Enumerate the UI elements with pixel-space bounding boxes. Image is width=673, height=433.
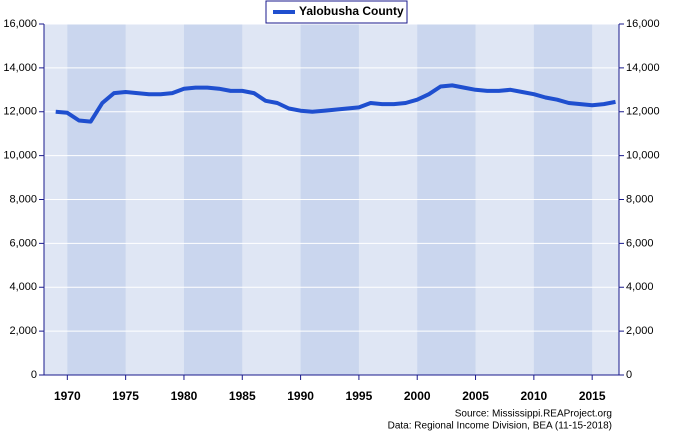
- source-note: Source: Mississippi.REAProject.org: [455, 409, 612, 420]
- source-note: Data: Regional Income Division, BEA (11-…: [388, 421, 612, 432]
- y2-tick-label: 14,000: [626, 62, 660, 74]
- y-tick-label: 10,000: [3, 150, 37, 162]
- series-line: [55, 83, 616, 124]
- x-tick-label: 2000: [404, 389, 431, 403]
- y-tick-label: 4,000: [9, 281, 37, 293]
- x-tick-label: 1990: [287, 389, 314, 403]
- x-tick-label: 1970: [54, 389, 81, 403]
- x-tick-label: 1980: [171, 389, 198, 403]
- x-tick-label: 2005: [462, 389, 489, 403]
- y2-tick-label: 8,000: [626, 193, 654, 205]
- y-tick-label: 14,000: [3, 62, 37, 74]
- x-tick-label: 1975: [112, 389, 139, 403]
- y2-tick-label: 0: [626, 369, 632, 381]
- y2-tick-label: 12,000: [626, 106, 660, 118]
- y-tick-label: 12,000: [3, 106, 37, 118]
- legend-label: Yalobusha County: [299, 4, 404, 18]
- x-tick-label: 1995: [346, 389, 373, 403]
- y-tick-label: 0: [31, 369, 37, 381]
- y-tick-label: 2,000: [9, 325, 37, 337]
- y2-tick-label: 10,000: [626, 150, 660, 162]
- y-tick-label: 6,000: [9, 237, 37, 249]
- y2-tick-label: 6,000: [626, 237, 654, 249]
- legend-box: [265, 0, 408, 24]
- y-tick-label: 8,000: [9, 193, 37, 205]
- y2-tick-label: 16,000: [626, 18, 660, 30]
- y2-tick-label: 4,000: [626, 281, 654, 293]
- y2-tick-label: 2,000: [626, 325, 654, 337]
- x-tick-label: 1985: [229, 389, 256, 403]
- y-tick-label: 16,000: [3, 18, 37, 30]
- x-tick-label: 2015: [579, 389, 606, 403]
- x-tick-label: 2010: [521, 389, 548, 403]
